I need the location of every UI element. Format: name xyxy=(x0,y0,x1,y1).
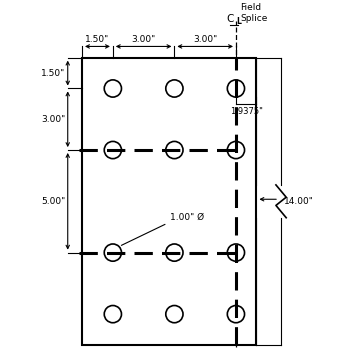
Circle shape xyxy=(166,142,183,159)
Text: 3.00": 3.00" xyxy=(193,35,217,44)
Circle shape xyxy=(227,244,245,261)
Text: L: L xyxy=(236,17,241,26)
Text: 1.00" Ø: 1.00" Ø xyxy=(121,213,205,245)
Bar xyxy=(82,58,256,345)
Text: 14.00": 14.00" xyxy=(284,197,314,206)
Text: 1.50": 1.50" xyxy=(85,35,110,44)
Text: 5.00": 5.00" xyxy=(41,197,66,206)
Text: 3.00": 3.00" xyxy=(131,35,156,44)
Circle shape xyxy=(227,306,245,323)
Circle shape xyxy=(104,142,121,159)
Text: 1.9375": 1.9375" xyxy=(230,107,263,116)
Circle shape xyxy=(166,306,183,323)
Circle shape xyxy=(166,80,183,97)
Text: Field
Splice: Field Splice xyxy=(240,3,267,23)
Circle shape xyxy=(104,244,121,261)
Circle shape xyxy=(166,244,183,261)
Text: $\mathsf{C}$: $\mathsf{C}$ xyxy=(226,12,235,24)
Circle shape xyxy=(227,142,245,159)
Text: 3.00": 3.00" xyxy=(41,115,66,124)
Circle shape xyxy=(104,306,121,323)
Text: 1.50": 1.50" xyxy=(41,69,66,77)
Circle shape xyxy=(227,80,245,97)
Circle shape xyxy=(104,80,121,97)
